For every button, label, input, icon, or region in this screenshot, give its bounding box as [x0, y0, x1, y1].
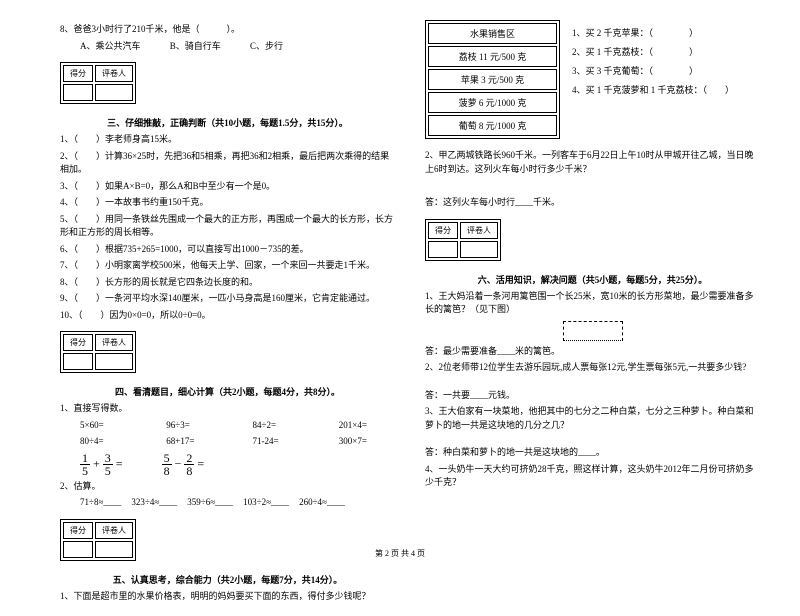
sec3-title: 三、仔细推敲，正确判断（共10小题，每题1.5分，共15分）。	[60, 116, 395, 129]
score-box-3: 得分评卷人	[60, 62, 136, 104]
q8-options: A、乘公共汽车 B、骑自行车 C、步行	[60, 40, 395, 54]
est: 260÷4≈____	[299, 496, 345, 510]
dashed-diagram	[563, 321, 623, 341]
calc: 96÷3=	[166, 419, 222, 433]
calc: 201×4=	[339, 419, 395, 433]
j1: 1、（ ）李老师身高15米。	[60, 133, 395, 147]
grader-label: 评卷人	[460, 222, 498, 239]
score-label: 得分	[63, 334, 93, 351]
buy-item: 2、买 1 千克荔枝：（ ）	[572, 45, 734, 58]
sec5-title: 五、认真思考，综合能力（共2小题，每题7分，共14分）。	[60, 573, 395, 586]
ans-p3: 答：种白菜和萝卜的地一共是这块地的____。	[425, 446, 760, 460]
calc-row-2: 80÷4= 68+17= 71-24= 300×7=	[60, 435, 395, 449]
score-box-4: 得分评卷人	[60, 331, 136, 373]
j8: 8、（ ）长方形的周长就是它四条边长度的和。	[60, 276, 395, 290]
p1: 1、王大妈沿着一条河用篱笆围一个长25米，宽10米的长方形菜地，最少需要准备多长…	[425, 290, 760, 317]
score-label: 得分	[428, 222, 458, 239]
grader-label: 评卷人	[95, 334, 133, 351]
r-q2: 2、甲乙两城铁路长960千米。一列客车于6月22日上午10时从甲城开往乙城，当日…	[425, 149, 760, 176]
fruit-row: 荔枝 11 元/500 克	[428, 46, 557, 67]
buy-item: 3、买 3 千克葡萄：（ ）	[572, 64, 734, 77]
c4-1: 1、直接写得数。	[60, 402, 395, 416]
ans-p2: 答：一共要____元钱。	[425, 389, 760, 403]
buy-item: 1、买 2 千克苹果：（ ）	[572, 26, 734, 39]
est-row: 71÷8≈____ 323÷4≈____ 359÷6≈____ 103÷2≈__…	[60, 496, 395, 510]
ans-p1: 答：最少需要准备____米的篱笆。	[425, 345, 760, 359]
j6: 6、（ ）根据735+265=1000，可以直接写出1000－735的差。	[60, 243, 395, 257]
fruit-row: 苹果 3 元/500 克	[428, 69, 557, 90]
j2: 2、（ ）计算36×25时，先把36和5相乘，再把36和2相乘，最后把两次乘得的…	[60, 150, 395, 177]
c4-2: 2、估算。	[60, 480, 395, 494]
buy-item: 4、买 1 千克菠萝和 1 千克荔枝：（ ）	[572, 83, 734, 96]
fruit-row: 菠萝 6 元/1000 克	[428, 92, 557, 113]
est: 359÷6≈____	[187, 496, 233, 510]
j5: 5、（ ）用同一条铁丝先围成一个最大的正方形，再围成一个最大的长方形，长方形和正…	[60, 213, 395, 240]
opt-a: A、乘公共汽车	[80, 41, 141, 51]
j7: 7、（ ）小明家离学校500米，他每天上学、回家，一个来回一共要走1千米。	[60, 259, 395, 273]
sec6-title: 六、活用知识，解决问题（共5小题，每题5分，共25分）。	[425, 273, 760, 286]
calc: 300×7=	[339, 435, 395, 449]
fruit-table: 水果销售区 荔枝 11 元/500 克 苹果 3 元/500 克 菠萝 6 元/…	[425, 20, 560, 139]
calc: 5×60=	[80, 419, 136, 433]
calc-row-1: 5×60= 96÷3= 84÷2= 201×4=	[60, 419, 395, 433]
score-label: 得分	[63, 65, 93, 82]
p4: 4、一头奶牛一天大约可挤奶28千克，照这样计算，这头奶牛2012年二月份可挤奶多…	[425, 463, 760, 490]
buy-list: 1、买 2 千克苹果：（ ） 2、买 1 千克荔枝：（ ） 3、买 3 千克葡萄…	[572, 20, 734, 102]
opt-c: C、步行	[250, 41, 283, 51]
grader-label: 评卷人	[95, 522, 133, 539]
j4: 4、（ ）一本故事书约重150千克。	[60, 196, 395, 210]
est: 103÷2≈____	[243, 496, 289, 510]
opt-b: B、骑自行车	[170, 41, 221, 51]
q5-1: 1、下面是超市里的水果价格表，明明的妈妈要买下面的东西，得付多少钱呢？	[60, 590, 395, 604]
sec4-title: 四、看清题目，细心计算（共2小题，每题4分，共8分）。	[60, 385, 395, 398]
est: 323÷4≈____	[131, 496, 177, 510]
score-box-6: 得分评卷人	[425, 219, 501, 261]
j10: 10、（ ）因为0×0=0，所以0÷0=0。	[60, 309, 395, 323]
j9: 9、（ ）一条河平均水深140厘米，一匹小马身高是160厘米，它肯定能通过。	[60, 292, 395, 306]
q8-text: 8、爸爸3小时行了210千米，他是（ ）。	[60, 23, 395, 37]
calc: 71-24=	[253, 435, 309, 449]
fruit-header: 水果销售区	[428, 23, 557, 44]
calc: 80÷4=	[80, 435, 136, 449]
p2: 2、2位老师带12位学生去游乐园玩,成人票每张12元,学生票每张5元,一共要多少…	[425, 361, 760, 375]
calc: 68+17=	[166, 435, 222, 449]
p3: 3、王大伯家有一块菜地，他把其中的七分之二种白菜，七分之三种萝卜。种白菜和萝卜的…	[425, 405, 760, 432]
fruit-row: 葡萄 8 元/1000 克	[428, 115, 557, 136]
j3: 3、（ ）如果A×B=0，那么A和B中至少有一个是0。	[60, 180, 395, 194]
grader-label: 评卷人	[95, 65, 133, 82]
frac-row: 15 + 35 = 58 − 28 =	[60, 452, 395, 477]
est: 71÷8≈____	[80, 496, 121, 510]
score-label: 得分	[63, 522, 93, 539]
page-footer: 第 2 页 共 4 页	[0, 548, 800, 559]
calc: 84÷2=	[253, 419, 309, 433]
ans2: 答：这列火车每小时行____千米。	[425, 196, 760, 210]
